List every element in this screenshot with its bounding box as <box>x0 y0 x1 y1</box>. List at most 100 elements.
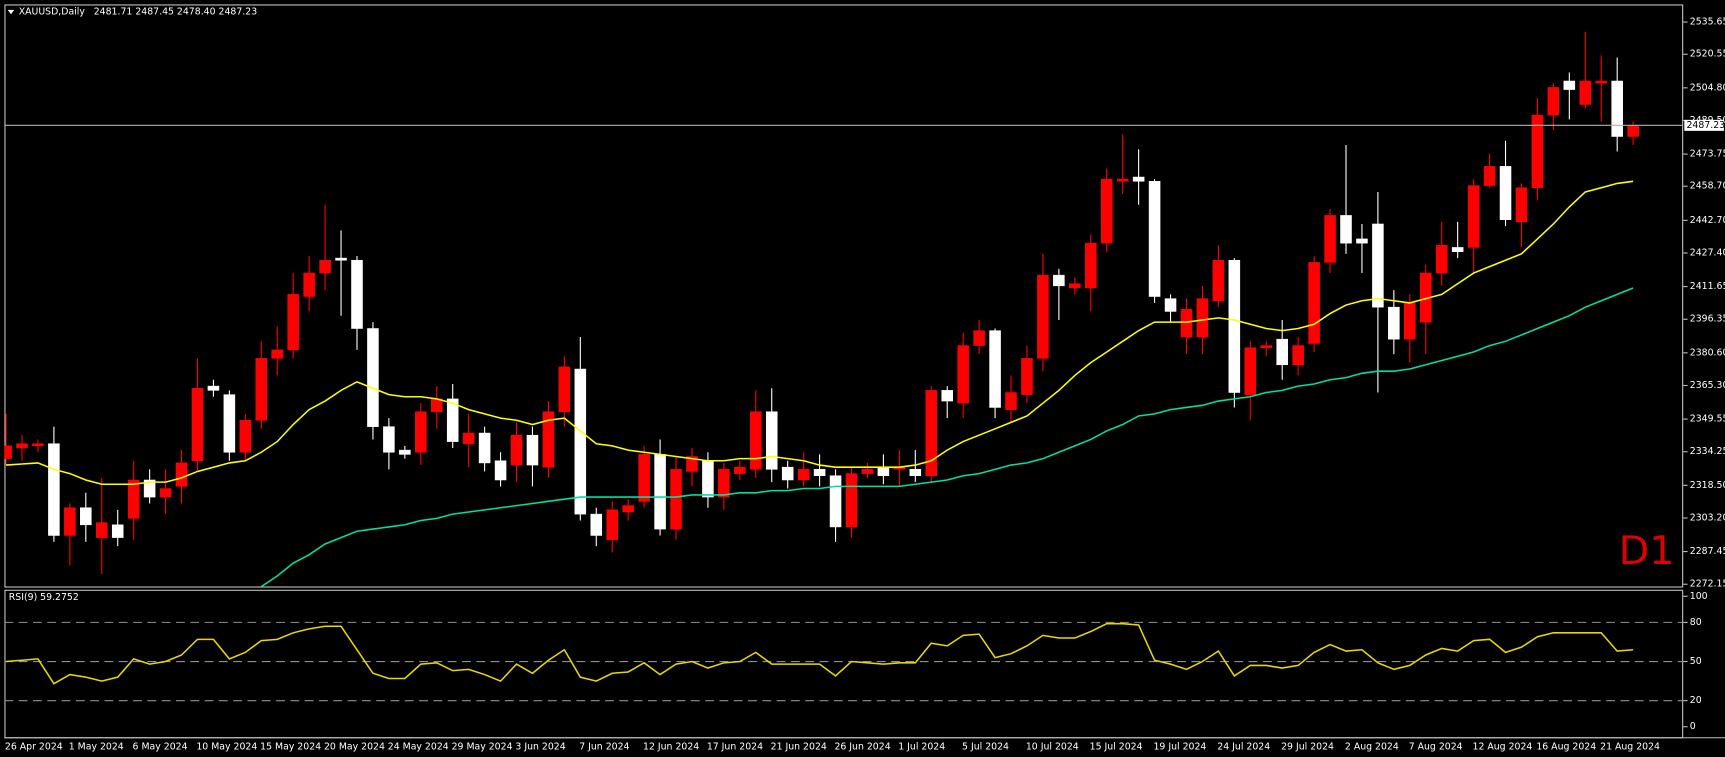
candle-body <box>255 358 268 421</box>
candle-body <box>367 328 379 427</box>
y-tick-label: 100 <box>1690 591 1708 602</box>
y-tick-label: 2287.45 <box>1690 546 1725 557</box>
candle-body <box>64 507 76 536</box>
y-tick-label: 2334.25 <box>1690 446 1725 457</box>
candle-body <box>718 469 730 498</box>
candle-body <box>271 349 284 359</box>
x-tick-label: 20 May 2024 <box>324 742 385 753</box>
candle-body <box>1276 338 1288 366</box>
y-tick-label: 2458.70 <box>1690 181 1725 192</box>
candle-body <box>95 522 108 538</box>
candle-body <box>909 469 922 477</box>
candle-body <box>1212 259 1225 302</box>
candle-body <box>1483 166 1496 186</box>
current-price-label: 2487.23 <box>1686 120 1725 131</box>
candle-body <box>1547 87 1560 116</box>
main-plot <box>4 31 1684 587</box>
candle-body <box>335 257 347 261</box>
candle-body <box>1404 302 1416 340</box>
candle-body <box>303 272 315 297</box>
candle-body <box>765 411 778 470</box>
candle-body <box>494 460 507 481</box>
rsi-title: RSI(9) 59.2752 <box>9 592 79 603</box>
candle-body <box>1515 187 1528 223</box>
y-tick-label: 2380.60 <box>1690 347 1725 358</box>
candle-body <box>829 475 842 528</box>
y-tick-label: 2396.35 <box>1690 314 1725 325</box>
y-tick-label: 2411.65 <box>1690 281 1725 292</box>
candle-body <box>1451 247 1464 252</box>
y-tick-label: 80 <box>1690 617 1702 628</box>
x-tick-label: 29 May 2024 <box>452 742 513 753</box>
candle-body <box>1053 274 1065 287</box>
candle-body <box>1595 80 1608 84</box>
candle-body <box>510 434 523 466</box>
candle-body <box>606 509 618 541</box>
candle-body <box>1627 125 1639 137</box>
x-tick-label: 26 Apr 2024 <box>5 742 63 753</box>
candle-body <box>1292 345 1304 366</box>
x-tick-label: 16 Aug 2024 <box>1536 742 1596 753</box>
candle-body <box>861 469 874 474</box>
x-tick-label: 15 Jul 2024 <box>1090 742 1143 753</box>
series-line <box>5 180 1634 486</box>
candle-body <box>1069 283 1081 289</box>
candle-body <box>159 488 172 498</box>
candle-body <box>1308 262 1320 344</box>
x-tick-label: 19 Jul 2024 <box>1153 742 1206 753</box>
series-line <box>260 287 1634 587</box>
candle-body <box>191 387 204 462</box>
candle-body <box>1100 178 1113 244</box>
candle-body <box>797 469 810 481</box>
candle-body <box>845 473 858 528</box>
x-tick-label: 29 Jul 2024 <box>1281 742 1334 753</box>
candle-body <box>1388 306 1400 340</box>
axes: 2535.652520.552504.802489.502473.752458.… <box>5 17 1725 753</box>
x-tick-label: 15 May 2024 <box>260 742 321 753</box>
candle-body <box>877 466 890 477</box>
y-tick-label: 2272.15 <box>1690 579 1725 590</box>
x-tick-label: 10 May 2024 <box>196 742 257 753</box>
candle-body <box>1467 185 1480 248</box>
candle-body <box>526 434 539 466</box>
candle-body <box>925 390 938 477</box>
y-tick-label: 2349.55 <box>1690 414 1725 425</box>
candle-body <box>1180 309 1193 338</box>
candle-body <box>319 259 331 274</box>
x-tick-label: 17 Jun 2024 <box>707 742 763 753</box>
candle-body <box>574 368 587 515</box>
candle-body <box>430 398 443 412</box>
candle-body <box>1611 80 1623 137</box>
y-tick-label: 2520.55 <box>1690 49 1725 60</box>
y-tick-label: 2504.80 <box>1690 82 1725 93</box>
candle-body <box>478 432 491 464</box>
candle-body <box>111 524 124 538</box>
candle-body <box>1037 274 1049 359</box>
candle-body <box>143 479 156 498</box>
candle-body <box>1164 298 1177 312</box>
candle-body <box>1085 242 1097 289</box>
candle-body <box>415 411 427 453</box>
candle-body <box>1148 181 1161 297</box>
y-tick-label: 2365.30 <box>1690 380 1725 391</box>
candle-body <box>1579 80 1592 105</box>
candle-body <box>1340 215 1352 244</box>
menu-triangle <box>7 9 15 15</box>
candle-body <box>1260 345 1273 348</box>
x-tick-label: 24 May 2024 <box>388 742 449 753</box>
candle-body <box>622 505 634 513</box>
x-tick-label: 7 Aug 2024 <box>1409 742 1463 753</box>
y-tick-label: 2318.50 <box>1690 480 1725 491</box>
candle-body <box>1228 259 1241 393</box>
x-tick-label: 10 Jul 2024 <box>1026 742 1079 753</box>
y-tick-label: 20 <box>1690 695 1702 706</box>
candle-body <box>781 466 794 481</box>
x-tick-label: 24 Jul 2024 <box>1217 742 1270 753</box>
candle-body <box>32 443 44 447</box>
candle-body <box>1196 298 1209 338</box>
candle-body <box>1435 245 1448 274</box>
x-tick-label: 21 Aug 2024 <box>1600 742 1660 753</box>
